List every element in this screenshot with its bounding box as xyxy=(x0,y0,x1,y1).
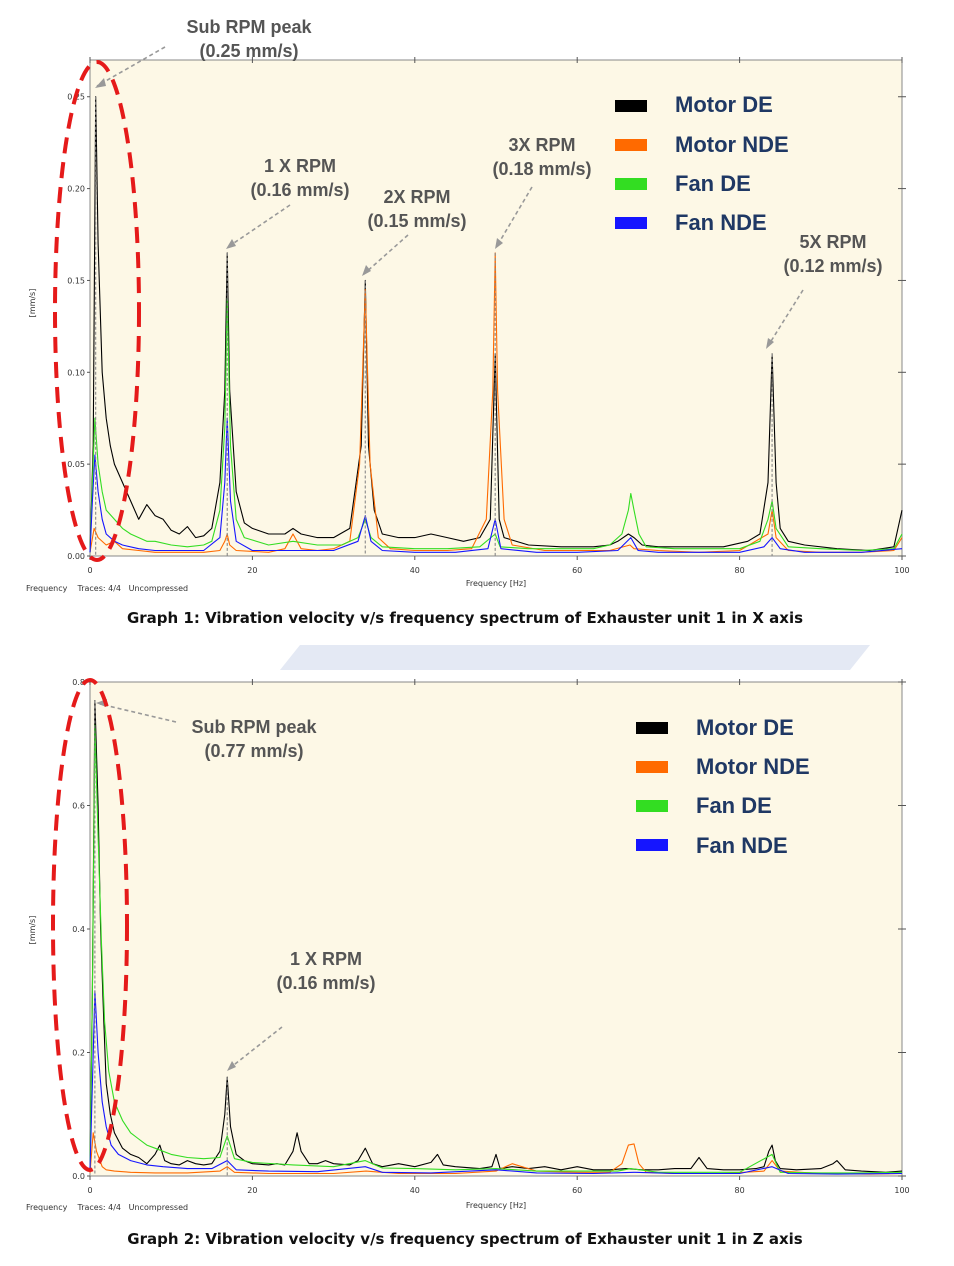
legend-label-fan-de: Fan DE xyxy=(675,171,751,196)
x-tick-label: 80 xyxy=(735,566,745,575)
arrowhead-2x-1 xyxy=(362,265,371,276)
series-line-motor-nde xyxy=(89,252,903,553)
annotation-sub-rpm-label-1: Sub RPM peak xyxy=(186,17,312,37)
legend-2: Motor DE Motor NDE Fan DE Fan NDE xyxy=(636,715,810,858)
annotation-1x-value-1: (0.16 mm/s) xyxy=(250,180,349,200)
x-tick-label: 20 xyxy=(247,1186,257,1195)
annotation-1x-label-2: 1 X RPM xyxy=(290,949,362,969)
x-tick-label: 100 xyxy=(894,566,909,575)
y-axis-label-1: [mm/s] xyxy=(28,289,37,318)
y-axis-label-2: [mm/s] xyxy=(28,916,37,945)
legend2-swatch-motor-de xyxy=(636,722,668,734)
highlight-ellipse-1 xyxy=(53,60,141,562)
caption-2: Graph 2: Vibration velocity v/s frequenc… xyxy=(127,1230,802,1248)
graph-2: 0.0 0.2 0.4 0.6 0.8 0 20 40 60 80 100 [mm/s] Freq… xyxy=(26,678,910,1248)
x-tick-label: 0 xyxy=(87,566,92,575)
legend-label-fan-nde: Fan NDE xyxy=(675,210,767,235)
y-tick-label: 0.2 xyxy=(72,1049,85,1058)
arrowhead-sub-rpm-1 xyxy=(95,78,106,88)
legend2-swatch-fan-nde xyxy=(636,839,668,851)
annotation-5x-value-1: (0.12 mm/s) xyxy=(783,256,882,276)
annotation-sub-rpm-value-2: (0.77 mm/s) xyxy=(204,741,303,761)
caption-1: Graph 1: Vibration velocity v/s frequenc… xyxy=(127,609,803,627)
legend2-label-fan-nde: Fan NDE xyxy=(696,833,788,858)
arrowhead-3x-1 xyxy=(495,238,503,249)
arrow-sub-rpm-2 xyxy=(99,703,177,723)
arrow-1x-1 xyxy=(227,204,291,248)
x-tick-label: 60 xyxy=(572,566,582,575)
arrowhead-5x-1 xyxy=(766,338,774,349)
legend-label-motor-nde: Motor NDE xyxy=(675,132,789,157)
graph-1: 0.000.050.100.150.200.25 0 20 40 60 80 100 [m… xyxy=(26,17,910,627)
annotation-5x-label-1: 5X RPM xyxy=(799,232,866,252)
x-tick-label: 100 xyxy=(894,1186,909,1195)
legend-1: Motor DE Motor NDE Fan DE Fan NDE xyxy=(615,92,789,235)
highlight-ellipse-2 xyxy=(51,678,129,1172)
arrow-sub-rpm-1 xyxy=(96,46,166,87)
annotation-sub-rpm-value-1: (0.25 mm/s) xyxy=(199,41,298,61)
y-tick-label: 0.4 xyxy=(72,925,85,934)
legend2-label-motor-nde: Motor NDE xyxy=(696,754,810,779)
series-line-fan-nde xyxy=(89,990,903,1175)
arrow-2x-1 xyxy=(363,234,409,275)
annotation-3x-value-1: (0.18 mm/s) xyxy=(492,159,591,179)
x-tick-label: 40 xyxy=(410,1186,420,1195)
annotation-sub-rpm-label-2: Sub RPM peak xyxy=(191,717,317,737)
legend-label-motor-de: Motor DE xyxy=(675,92,773,117)
legend2-label-fan-de: Fan DE xyxy=(696,793,772,818)
x-tick-label: 0 xyxy=(87,1186,92,1195)
legend-swatch-fan-nde xyxy=(615,217,647,229)
y-tick-label: 0.6 xyxy=(72,802,85,811)
x-tick-label: 80 xyxy=(735,1186,745,1195)
status-bar-1: Frequency Traces: 4/4 Uncompressed xyxy=(26,584,188,593)
legend2-swatch-fan-de xyxy=(636,800,668,812)
series-line-fan-de xyxy=(89,298,903,553)
status-bar-2: Frequency Traces: 4/4 Uncompressed xyxy=(26,1203,188,1212)
x-axis-label-2: Frequency [Hz] xyxy=(466,1201,526,1210)
legend-swatch-motor-nde xyxy=(615,139,647,151)
x-tick-label: 40 xyxy=(410,566,420,575)
y-tick-label: 0.05 xyxy=(67,460,85,469)
series-line-motor-de xyxy=(89,699,903,1173)
annotation-1x-label-1: 1 X RPM xyxy=(264,156,336,176)
arrow-3x-1 xyxy=(496,186,533,247)
plot-area-2 xyxy=(89,681,903,1177)
arrowhead-1x-1 xyxy=(226,239,236,249)
series-line-fan-nde xyxy=(89,417,903,553)
legend2-swatch-motor-nde xyxy=(636,761,668,773)
x-axis-label-1: Frequency [Hz] xyxy=(466,579,526,588)
y-tick-label: 0.15 xyxy=(67,276,85,285)
annotation-3x-label-1: 3X RPM xyxy=(508,135,575,155)
series-line-fan-de xyxy=(89,724,903,1174)
legend2-label-motor-de: Motor DE xyxy=(696,715,794,740)
annotation-2x-value-1: (0.15 mm/s) xyxy=(367,211,466,231)
arrowhead-1x-2 xyxy=(227,1061,236,1071)
x-tick-label: 20 xyxy=(247,566,257,575)
legend-swatch-motor-de xyxy=(615,100,647,112)
watermark-band xyxy=(280,645,870,670)
y-tick-label: 0.10 xyxy=(67,368,85,377)
x-tick-label: 60 xyxy=(572,1186,582,1195)
annotation-2x-label-1: 2X RPM xyxy=(383,187,450,207)
y-tick-label: 0.0 xyxy=(72,1172,85,1181)
y-tick-label: 0.8 xyxy=(72,678,85,687)
legend-swatch-fan-de xyxy=(615,178,647,190)
y-tick-label: 0.20 xyxy=(67,185,85,194)
y-tick-label: 0.00 xyxy=(67,552,85,561)
annotation-1x-value-2: (0.16 mm/s) xyxy=(276,973,375,993)
